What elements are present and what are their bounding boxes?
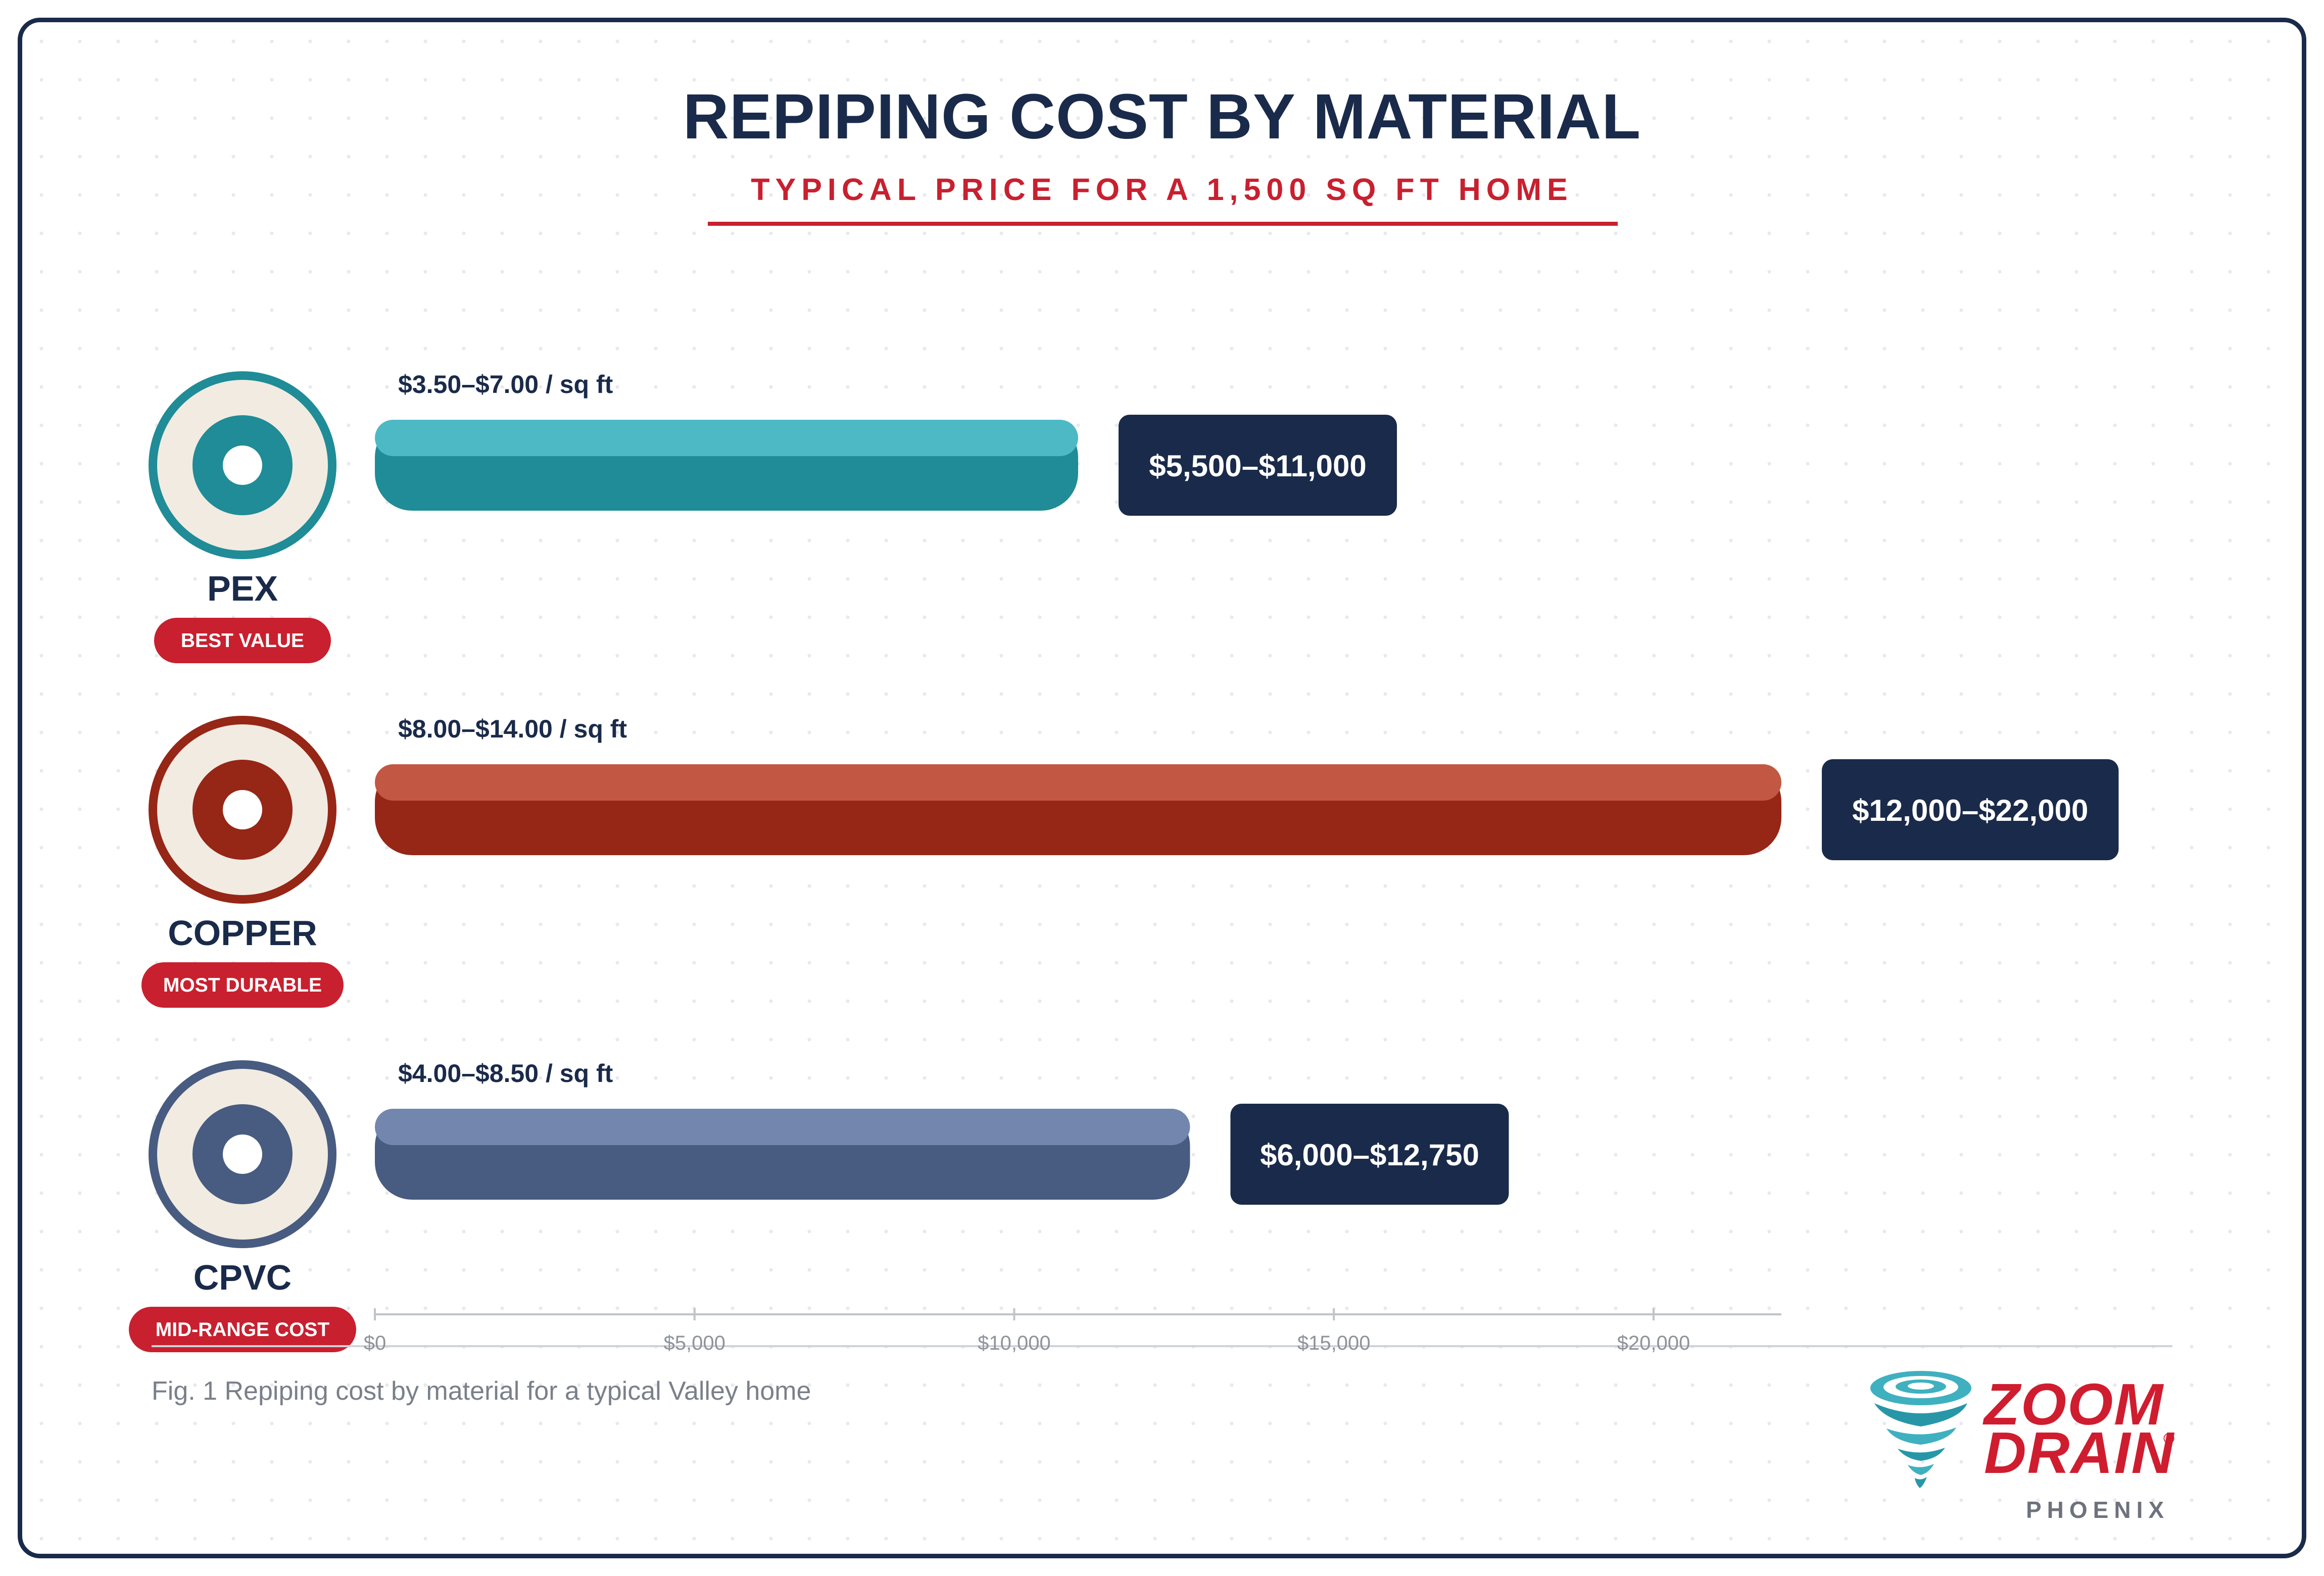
badge-label-copper: MOST DURABLE: [163, 974, 322, 996]
series-copper: [141, 716, 2119, 1008]
x-tick-label-3: $15,000: [1297, 1332, 1371, 1354]
logo-registered-mark: ®: [2163, 1431, 2175, 1447]
cost-label-copper: $12,000–$22,000: [1852, 794, 2088, 827]
logo-word-zoom: ZOOM: [1984, 1371, 2164, 1437]
x-tick-label-0: $0: [364, 1332, 386, 1354]
x-tick-label-1: $5,000: [664, 1332, 725, 1354]
cost-label-cpvc: $6,000–$12,750: [1260, 1138, 1479, 1172]
zoom-drain-logo: ZOOM DRAIN ® PHOENIX: [1864, 1364, 2193, 1525]
cost-box-copper: [1822, 759, 2119, 860]
rate-label-cpvc: $4.00–$8.50 / sq ft: [398, 1059, 613, 1088]
chart-subtitle: TYPICAL PRICE FOR A 1,500 SQ FT HOME: [751, 172, 1573, 207]
series-cpvc: [129, 1060, 1509, 1352]
bar-highlight-cpvc: [375, 1109, 1190, 1145]
title-underline: [708, 222, 1618, 226]
cost-label-pex: $5,500–$11,000: [1149, 449, 1366, 483]
x-tick-label-2: $10,000: [978, 1332, 1051, 1354]
category-label-cpvc: CPVC: [193, 1258, 292, 1297]
tornado-icon: [1870, 1371, 1971, 1488]
logo-word-drain: DRAIN: [1984, 1420, 2175, 1486]
x-tick-label-4: $20,000: [1617, 1332, 1690, 1354]
cost-box-cpvc: [1230, 1104, 1509, 1205]
chart-title: REPIPING COST BY MATERIAL: [683, 81, 1641, 152]
category-label-pex: PEX: [207, 569, 278, 608]
rate-label-pex: $3.50–$7.00 / sq ft: [398, 370, 613, 399]
badge-pex: [154, 618, 331, 663]
rate-label-copper: $8.00–$14.00 / sq ft: [398, 715, 627, 743]
series-pex: [149, 371, 1397, 663]
category-label-copper: COPPER: [168, 913, 317, 953]
badge-copper: [141, 962, 344, 1008]
badge-label-pex: BEST VALUE: [181, 630, 304, 652]
badge-cpvc: [129, 1307, 356, 1352]
badge-label-cpvc: MID-RANGE COST: [156, 1319, 330, 1341]
cost-box-pex: [1119, 415, 1397, 516]
logo-city: PHOENIX: [2026, 1497, 2170, 1523]
figure-caption: Fig. 1 Repiping cost by material for a t…: [152, 1376, 811, 1406]
bar-highlight-copper: [375, 764, 1781, 801]
bar-highlight-pex: [375, 420, 1078, 456]
